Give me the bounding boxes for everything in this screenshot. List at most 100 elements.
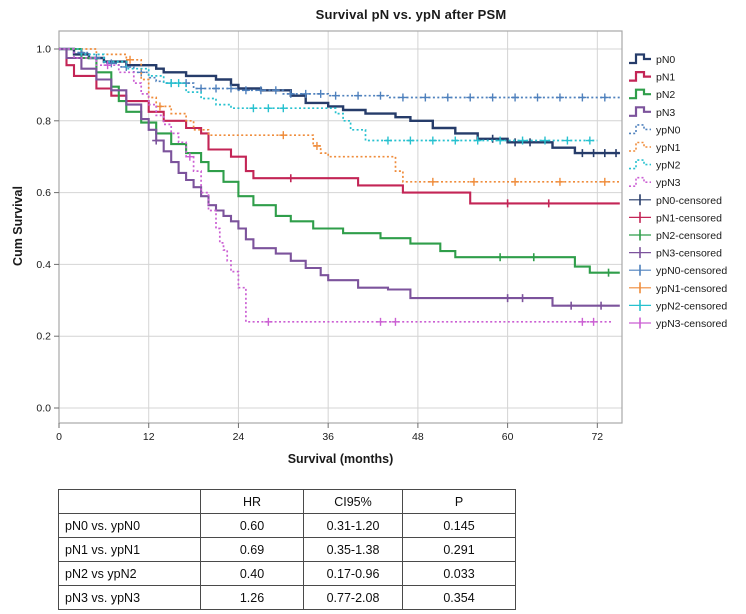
legend-item-ypN3-censored: ypN3-censored <box>629 317 727 330</box>
legend-swatch-line <box>629 88 651 100</box>
censor-marks-pN0 <box>488 134 621 158</box>
series-ypN2 <box>59 48 598 145</box>
table-cell-comparison: pN1 vs. ypN1 <box>58 537 201 562</box>
legend-item-pN0: pN0 <box>629 53 675 66</box>
series-ypN1 <box>59 48 620 186</box>
table-cell-p: 0.291 <box>402 537 516 562</box>
table-cell-comparison: pN0 vs. ypN0 <box>58 513 201 538</box>
legend-swatch-line <box>629 71 651 82</box>
x-tick-label: 24 <box>233 431 245 443</box>
legend-label: ypN3-censored <box>656 318 727 330</box>
censor-marks-ypN3 <box>103 61 598 326</box>
survival-chart: 0 12 24 36 48 60 72 0.0 0.2 0.4 0.6 0.8 1.0 pN0 pN1 pN2… <box>36 30 727 444</box>
series-line-ypN1 <box>59 48 620 183</box>
y-tick-label: 0.6 <box>36 187 51 199</box>
table-cell-p: 0.354 <box>402 585 516 610</box>
censor-marks-ypN0 <box>77 48 609 102</box>
censor-marks-pN2 <box>496 253 613 277</box>
legend-item-pN2-censored: pN2-censored <box>629 229 722 242</box>
legend-label: pN3 <box>656 107 675 119</box>
legend-item-ypN0: ypN0 <box>629 124 681 136</box>
legend-label: pN1 <box>656 72 675 84</box>
legend-label: ypN1-censored <box>656 283 727 295</box>
legend: pN0 pN1 pN2 pN3 ypN0 ypN1 ypN2 ypN3 pN0-censored… <box>629 53 727 330</box>
results-table: HR CI95% P pN0 vs. ypN0 0.60 0.31-1.20 0.145 p… <box>58 489 516 610</box>
series-pN1 <box>59 47 620 208</box>
table-cell-comparison: pN2 vs ypN2 <box>58 561 201 586</box>
legend-label: ypN2-censored <box>656 300 727 312</box>
legend-item-ypN2-censored: ypN2-censored <box>629 299 727 312</box>
y-tick-label: 0.4 <box>36 259 51 271</box>
legend-item-ypN0-censored: ypN0-censored <box>629 264 727 277</box>
legend-item-pN1: pN1 <box>629 71 675 84</box>
table-row: pN0 vs. ypN0 0.60 0.31-1.20 0.145 <box>58 513 516 538</box>
y-tick-label: 1.0 <box>36 44 51 56</box>
legend-label: pN0 <box>656 54 675 66</box>
x-tick-label: 48 <box>412 431 424 443</box>
x-tick-label: 36 <box>322 431 334 443</box>
table-row: pN1 vs. ypN1 0.69 0.35-1.38 0.291 <box>58 537 516 562</box>
table-row: pN2 vs ypN2 0.40 0.17-0.96 0.033 <box>58 561 516 586</box>
legend-label: ypN1 <box>656 142 681 154</box>
legend-item-pN2: pN2 <box>629 88 675 101</box>
x-tick-label: 72 <box>591 431 603 443</box>
legend-item-ypN2: ypN2 <box>629 159 681 172</box>
series-line-pN3 <box>59 47 620 307</box>
censor-marks-pN1 <box>286 174 553 208</box>
x-tick-label: 12 <box>143 431 155 443</box>
y-tick-label: 0.8 <box>36 115 51 127</box>
table-cell-ci95: 0.31-1.20 <box>303 513 403 538</box>
table-header-cell <box>58 489 201 514</box>
legend-item-ypN3: ypN3 <box>629 176 681 189</box>
legend-label: pN1-censored <box>656 212 722 224</box>
y-tick-label: 0.0 <box>36 403 51 415</box>
table-cell-p: 0.033 <box>402 561 516 586</box>
series-line-pN0 <box>59 47 620 155</box>
x-axis-label: Survival (months) <box>287 452 394 466</box>
axis-ticks: 0 12 24 36 48 60 72 0.0 0.2 0.4 0.6 0.8 1.0 <box>36 44 603 444</box>
series-line-pN1 <box>59 47 620 205</box>
legend-label: ypN0 <box>656 124 681 136</box>
series-pN3 <box>59 47 620 310</box>
table-header-cell: CI95% <box>303 489 403 514</box>
censor-marks-ypN1 <box>126 55 609 186</box>
legend-item-pN0-censored: pN0-censored <box>629 194 722 207</box>
legend-item-ypN1-censored: ypN1-censored <box>629 282 727 295</box>
legend-label: pN3-censored <box>656 248 722 260</box>
legend-label: ypN2 <box>656 160 681 172</box>
series-line-pN2 <box>59 47 620 274</box>
legend-label: pN2 <box>656 89 675 101</box>
legend-label: pN0-censored <box>656 195 722 207</box>
series-ypN3 <box>59 48 613 326</box>
legend-swatch-line <box>629 159 651 170</box>
y-tick-label: 0.2 <box>36 331 51 343</box>
plot-frame <box>58 30 623 424</box>
table-cell-hr: 0.69 <box>200 537 304 562</box>
table-cell-hr: 0.40 <box>200 561 304 586</box>
x-tick-label: 60 <box>502 431 514 443</box>
legend-swatch-line <box>629 106 651 117</box>
chart-title: Survival pN vs. ypN after PSM <box>315 7 507 22</box>
table-cell-ci95: 0.77-2.08 <box>303 585 403 610</box>
legend-swatch-line <box>629 141 651 152</box>
table-cell-hr: 1.26 <box>200 585 304 610</box>
legend-label: ypN0-censored <box>656 265 727 277</box>
legend-item-pN3: pN3 <box>629 106 675 119</box>
legend-item-pN3-censored: pN3-censored <box>629 247 722 260</box>
results-table-head: HR CI95% P <box>58 489 516 514</box>
censor-marks-pN3 <box>152 136 606 310</box>
table-header-cell: P <box>402 489 516 514</box>
legend-label: ypN3 <box>656 177 681 189</box>
x-tick-label: 0 <box>56 431 62 443</box>
legend-swatch-line <box>629 124 651 135</box>
gridlines <box>59 31 622 423</box>
censor-marks-ypN2 <box>167 79 594 145</box>
table-header-cell: HR <box>200 489 304 514</box>
series-pN2 <box>59 47 620 277</box>
legend-item-pN1-censored: pN1-censored <box>629 211 722 224</box>
table-cell-p: 0.145 <box>402 513 516 538</box>
series-ypN0 <box>59 48 620 102</box>
legend-swatch-line <box>629 176 651 187</box>
series-line-ypN0 <box>59 48 620 99</box>
